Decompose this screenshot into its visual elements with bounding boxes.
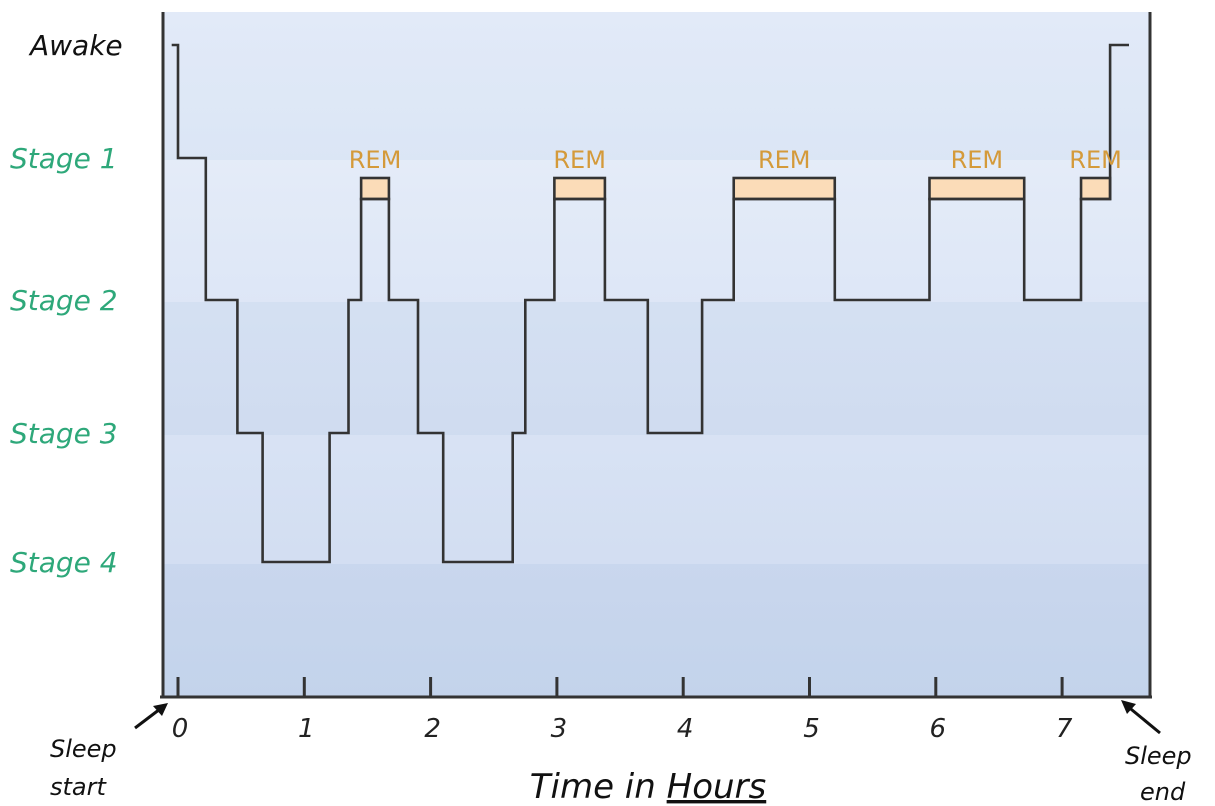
y-level-label: Awake — [28, 29, 123, 62]
rem-block — [928, 176, 1026, 201]
rem-label: REM — [951, 146, 1004, 174]
stage-band — [164, 12, 1149, 160]
x-tick-label: 6 — [930, 714, 947, 744]
x-tick-label: 2 — [424, 714, 441, 744]
x-tick-label: 0 — [172, 714, 189, 744]
sleep-end-line1: Sleep — [1125, 742, 1192, 770]
sleep-end-arrowhead — [1121, 700, 1136, 714]
rem-block — [732, 176, 837, 201]
x-ticks: 0 1 2 3 4 5 6 7 — [172, 677, 1073, 744]
y-level-label: Stage 4 — [10, 546, 118, 579]
x-axis-title: Time in Hours — [530, 767, 766, 806]
rem-labels: REM REM REM REM REM — [349, 146, 1122, 174]
y-level-labels: Awake Stage 1 Stage 2 Stage 3 Stage 4 — [10, 29, 123, 579]
x-tick-label: 3 — [551, 714, 568, 744]
x-tick-label: 7 — [1056, 714, 1073, 744]
y-level-label: Stage 3 — [10, 417, 118, 450]
x-tick-label: 4 — [677, 714, 694, 744]
y-level-label: Stage 1 — [10, 142, 118, 175]
rem-label: REM — [758, 146, 811, 174]
stage-band — [164, 564, 1149, 697]
stage-band — [164, 435, 1149, 564]
rem-blocks — [359, 176, 1112, 201]
sleep-start-annotation: Sleep start — [50, 703, 168, 801]
sleep-end-annotation: Sleep end — [1121, 700, 1192, 806]
sleep-end-arrow — [1125, 703, 1161, 735]
sleep-end-line2: end — [1140, 778, 1186, 806]
sleep-start-arrowhead — [153, 703, 168, 716]
x-tick-label: 5 — [803, 714, 820, 744]
rem-label: REM — [553, 146, 606, 174]
rem-label: REM — [349, 146, 402, 174]
sleep-start-line1: Sleep — [50, 735, 117, 763]
rem-label: REM — [1069, 146, 1122, 174]
sleep-start-line2: start — [50, 773, 107, 801]
x-tick-label: 1 — [298, 714, 315, 744]
stage-band — [164, 302, 1149, 435]
stage-bands — [164, 12, 1149, 697]
rem-block — [359, 176, 391, 201]
y-level-label: Stage 2 — [10, 284, 118, 317]
plot-background — [163, 12, 1150, 697]
rem-block — [553, 176, 607, 201]
hypnogram-line — [171, 43, 1129, 564]
rem-block — [1079, 176, 1112, 201]
